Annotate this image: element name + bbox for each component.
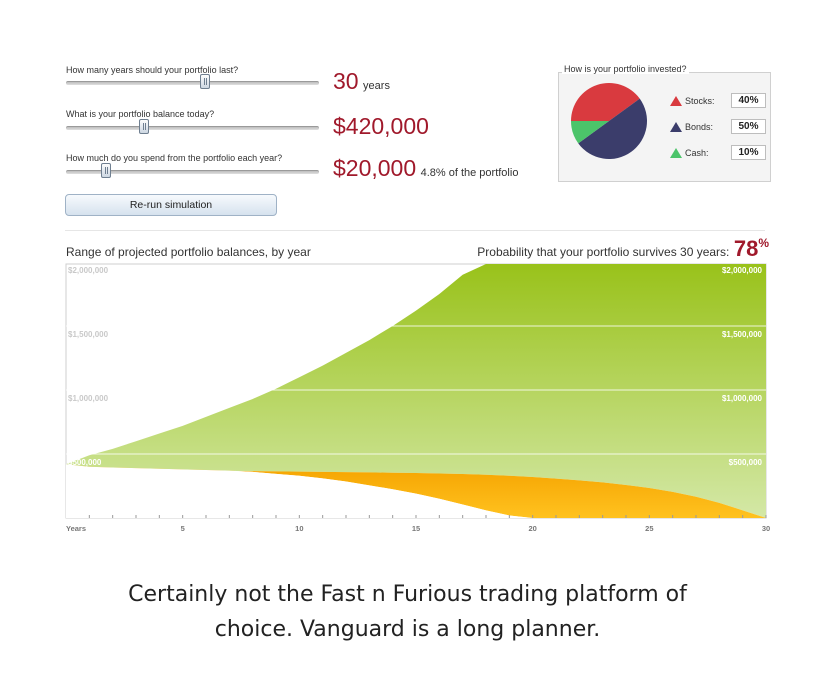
years-slider-track[interactable] (66, 81, 319, 85)
x-tick-label: 25 (645, 524, 653, 533)
spend-readout: $20,000 4.8% of the portfolio (333, 155, 518, 182)
pie-slice-bonds (578, 98, 647, 159)
spend-value: $20,000 (333, 155, 417, 181)
y-tick-label-left: $500,000 (68, 458, 102, 467)
stocks-label: Stocks: (685, 96, 715, 106)
stocks-triangle-icon (670, 96, 682, 106)
allocation-title: How is your portfolio invested? (562, 64, 689, 74)
survival-probability: Probability that your portfolio survives… (477, 236, 769, 262)
x-tick-label: 20 (528, 524, 536, 533)
pie-slice-stocks (571, 83, 640, 121)
years-readout: 30 years (333, 68, 390, 95)
series-lower-range-area (66, 464, 766, 518)
projection-chart: $500,000 $500,000 $1,000,000 $1,000,000 $1,5… (65, 262, 770, 533)
x-axis-label: Years (66, 524, 86, 533)
spend-slider-thumb[interactable] (101, 163, 112, 178)
bonds-label: Bonds: (685, 122, 714, 132)
bonds-percent-input[interactable]: 50% (731, 119, 766, 134)
bonds-triangle-icon (670, 122, 682, 132)
y-tick-label-left: $2,000,000 (68, 266, 109, 275)
probability-value: 78 (733, 236, 759, 261)
y-tick-label-right: $500,000 (729, 458, 763, 467)
caption: Certainly not the Fast n Furious trading… (0, 577, 815, 647)
y-tick-label-left: $1,000,000 (68, 394, 109, 403)
years-unit: years (363, 80, 390, 92)
balance-question: What is your portfolio balance today? (66, 109, 215, 119)
probability-label: Probability that your portfolio survives… (477, 245, 730, 259)
x-tick-label: 5 (181, 524, 185, 533)
chart-title: Range of projected portfolio balances, b… (66, 245, 311, 259)
caption-line-1: Certainly not the Fast n Furious trading… (128, 582, 687, 607)
spend-note: 4.8% of the portfolio (420, 167, 519, 179)
spend-question: How much do you spend from the portfolio… (66, 153, 283, 163)
years-value: 30 (333, 68, 359, 94)
x-tick-label: 30 (762, 524, 770, 533)
x-tick-label: 15 (412, 524, 420, 533)
balance-slider-track[interactable] (66, 126, 319, 130)
y-tick-label-left: $1,500,000 (68, 330, 109, 339)
spend-slider-track[interactable] (66, 170, 319, 174)
y-tick-label-right: $1,000,000 (722, 394, 763, 403)
x-tick-label: 10 (295, 524, 303, 533)
section-divider (65, 230, 765, 231)
pie-slice-cash (571, 121, 609, 144)
balance-slider-thumb[interactable] (139, 119, 150, 134)
y-tick-label-right: $2,000,000 (722, 266, 763, 275)
stocks-percent-input[interactable]: 40% (731, 93, 766, 108)
cash-percent-input[interactable]: 10% (731, 145, 766, 160)
caption-line-2: choice. Vanguard is a long planner. (214, 617, 601, 642)
probability-unit: % (758, 236, 769, 250)
balance-value: $420,000 (333, 113, 429, 139)
cash-label: Cash: (685, 148, 709, 158)
balance-readout: $420,000 (333, 113, 429, 140)
years-slider-thumb[interactable] (200, 74, 211, 89)
allocation-pie-chart (571, 83, 647, 159)
cash-triangle-icon (670, 148, 682, 158)
y-tick-label-right: $1,500,000 (722, 330, 763, 339)
allocation-panel: Stocks: 40% Bonds: 50% Cash: 10% (558, 72, 771, 182)
series-below-range-area (66, 464, 766, 518)
rerun-simulation-button[interactable]: Re-run simulation (65, 194, 277, 216)
years-question: How many years should your portfolio las… (66, 65, 239, 75)
